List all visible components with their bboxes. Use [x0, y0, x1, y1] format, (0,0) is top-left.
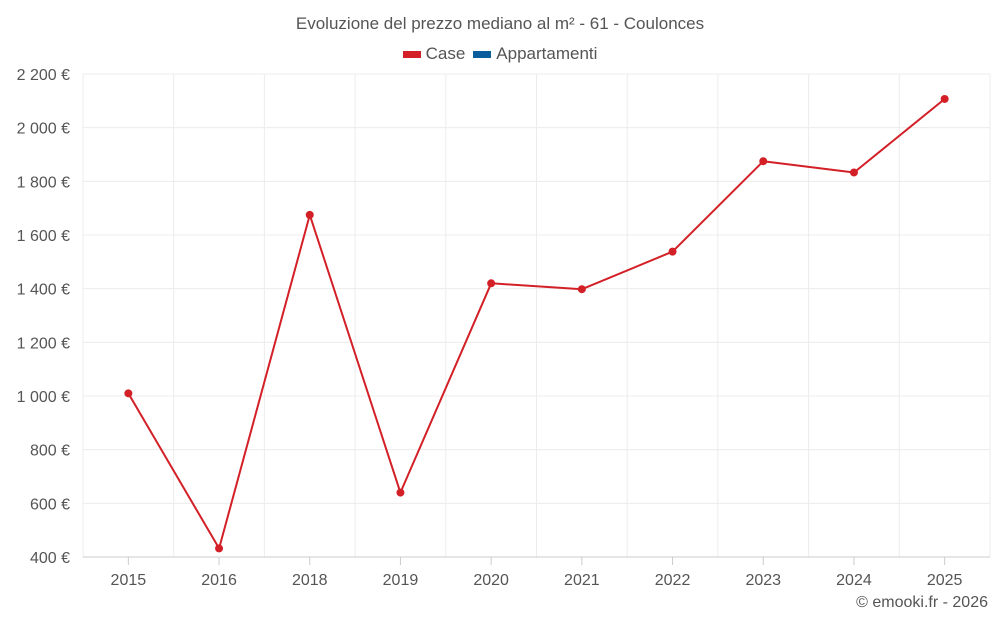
y-tick-label: 1 800 €: [17, 174, 70, 191]
data-point[interactable]: [759, 157, 768, 166]
data-point[interactable]: [849, 168, 858, 177]
legend-swatch-case: [402, 50, 421, 58]
y-tick-label: 400 €: [30, 550, 70, 567]
data-point[interactable]: [124, 389, 133, 398]
data-point[interactable]: [577, 285, 586, 294]
data-point[interactable]: [305, 210, 314, 219]
chart-legend: Case Appartamenti: [0, 44, 1000, 64]
data-point[interactable]: [396, 488, 405, 497]
x-tick-label: 2024: [836, 572, 872, 589]
data-point[interactable]: [668, 247, 677, 256]
legend-swatch-appartamenti: [473, 50, 492, 58]
y-tick-label: 1 600 €: [17, 228, 70, 245]
y-tick-label: 800 €: [30, 443, 70, 460]
y-tick-label: 2 000 €: [17, 121, 70, 138]
y-tick-label: 1 400 €: [17, 282, 70, 299]
data-point[interactable]: [940, 94, 949, 103]
series-line-case: [127, 98, 946, 550]
data-point[interactable]: [487, 279, 496, 288]
x-tick-label: 2018: [292, 572, 328, 589]
x-tick-label: 2022: [655, 572, 691, 589]
y-tick-label: 2 200 €: [17, 67, 70, 84]
y-tick-label: 1 000 €: [17, 389, 70, 406]
legend-label-appartamenti: Appartamenti: [496, 44, 598, 63]
x-tick-label: 2015: [111, 572, 147, 589]
x-tick-label: 2020: [473, 572, 509, 589]
x-tick-label: 2019: [383, 572, 419, 589]
legend-label-case: Case: [425, 44, 466, 63]
chart-title: Evoluzione del prezzo mediano al m² - 61…: [295, 14, 705, 33]
legend-item-case[interactable]: Case: [402, 44, 466, 64]
y-tick-label: 600 €: [30, 496, 70, 513]
x-tick-label: 2023: [745, 572, 781, 589]
x-tick-label: 2016: [201, 572, 237, 589]
x-tick-label: 2021: [564, 572, 600, 589]
y-tick-label: 1 200 €: [17, 335, 70, 352]
legend-item-appartamenti[interactable]: Appartamenti: [473, 44, 597, 64]
x-tick-label: 2025: [927, 572, 963, 589]
credit-text: © emooki.fr - 2026: [856, 594, 988, 611]
data-point[interactable]: [215, 544, 224, 553]
